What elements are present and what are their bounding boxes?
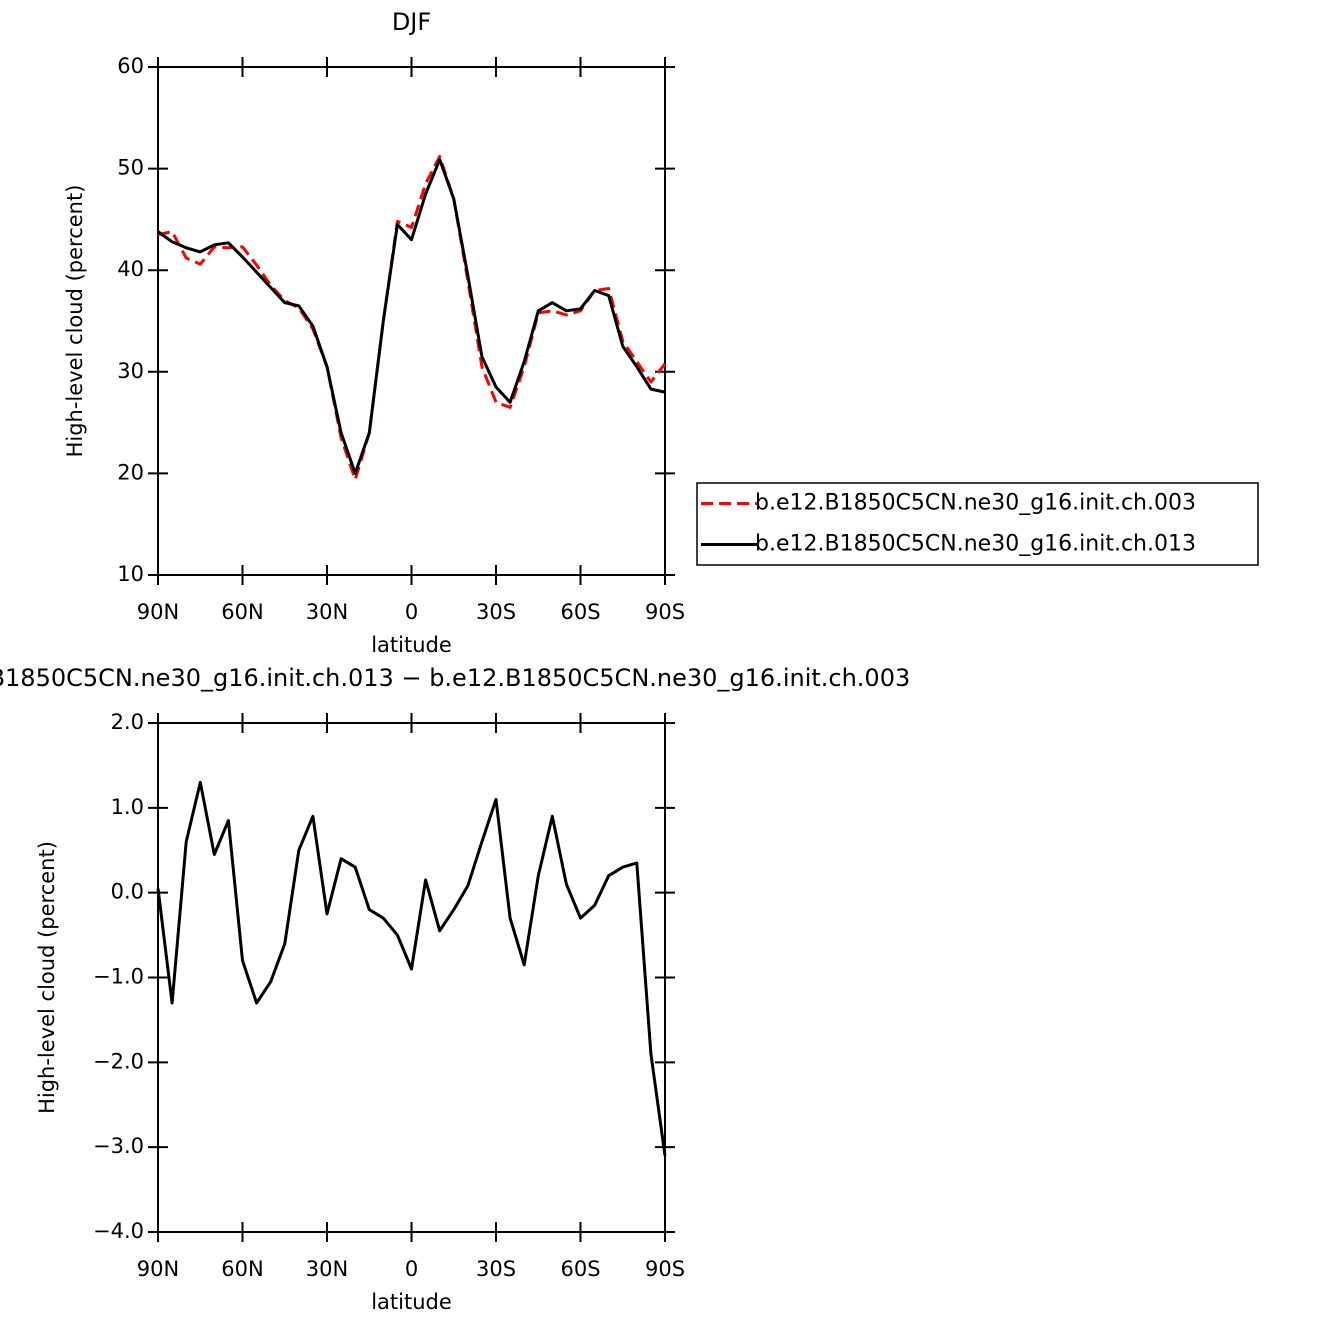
x-axis-label: latitude [371,1290,452,1314]
y-tick-label: −2.0 [93,1049,144,1073]
legend: b.e12.B1850C5CN.ne30_g16.init.ch.003 b.e1… [696,482,1259,566]
y-tick-label: 40 [117,257,144,281]
x-tick-label: 90S [645,1257,685,1281]
x-tick-label: 90S [645,600,685,624]
y-tick-label: −3.0 [93,1134,144,1158]
plot-frame [157,66,666,576]
x-tick-label: 30S [476,600,516,624]
legend-label: b.e12.B1850C5CN.ne30_g16.init.ch.003 [755,491,1196,516]
y-axis-label: High-level cloud (percent) [63,185,87,458]
y-tick-label: 20 [117,460,144,484]
y-axis-label: High-level cloud (percent) [35,841,59,1114]
y-tick-label: 2.0 [111,710,144,734]
x-tick-label: 30S [476,1257,516,1281]
data-line [157,154,667,481]
legend-label: b.e12.B1850C5CN.ne30_g16.init.ch.013 [755,532,1196,557]
x-tick-label: 60S [560,1257,600,1281]
x-tick-label: 60S [560,600,600,624]
x-tick-label: 90N [137,1257,179,1281]
y-tick-label: −1.0 [93,965,144,989]
y-tick-label: 60 [117,54,144,78]
y-tick-label: 1.0 [111,795,144,819]
legend-box [696,482,1259,566]
x-tick-label: 0 [405,1257,418,1281]
x-tick-label: 60N [221,1257,263,1281]
data-line [156,780,667,1156]
data-line [157,158,666,475]
chart-title: DJF [392,8,431,36]
plot-frame [157,722,666,1233]
chart-title: b.e12.B1850C5CN.ne30_g16.init.ch.013 − b… [0,664,910,692]
y-tick-label: 50 [117,156,144,180]
x-tick-label: 90N [137,600,179,624]
y-tick-label: 10 [117,562,144,586]
x-tick-label: 30N [306,1257,348,1281]
x-axis-label: latitude [371,633,452,657]
x-tick-label: 30N [306,600,348,624]
x-tick-label: 0 [405,600,418,624]
y-tick-label: 30 [117,359,144,383]
x-tick-label: 60N [221,600,263,624]
y-tick-label: −4.0 [93,1219,144,1243]
y-tick-label: 0.0 [111,880,144,904]
